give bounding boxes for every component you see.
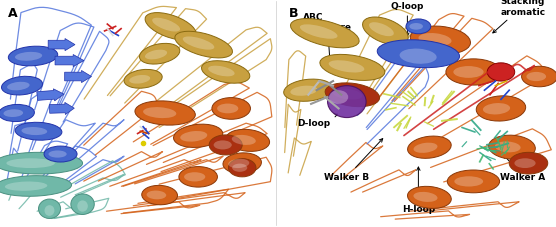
Text: D-loop: D-loop [297, 114, 337, 127]
Ellipse shape [226, 130, 270, 152]
Ellipse shape [214, 141, 232, 150]
Ellipse shape [15, 53, 42, 62]
Ellipse shape [142, 185, 177, 205]
FancyArrow shape [37, 89, 64, 101]
Ellipse shape [406, 20, 431, 35]
Ellipse shape [408, 136, 451, 159]
Ellipse shape [487, 64, 515, 82]
Ellipse shape [522, 67, 556, 87]
Ellipse shape [7, 82, 29, 91]
Ellipse shape [325, 84, 380, 107]
Ellipse shape [44, 205, 54, 216]
Text: A: A [8, 7, 18, 20]
Ellipse shape [183, 37, 214, 50]
Ellipse shape [0, 176, 72, 196]
Ellipse shape [489, 136, 535, 160]
Text: B: B [289, 7, 299, 20]
Ellipse shape [22, 128, 47, 136]
Ellipse shape [173, 125, 223, 148]
Ellipse shape [329, 91, 348, 104]
Ellipse shape [453, 67, 484, 79]
Text: H-loop: H-loop [402, 167, 435, 213]
Text: ABC
signature: ABC signature [303, 13, 352, 64]
Ellipse shape [483, 104, 510, 115]
Ellipse shape [327, 86, 366, 118]
Ellipse shape [320, 55, 385, 81]
Ellipse shape [6, 159, 55, 168]
Ellipse shape [300, 25, 337, 39]
Ellipse shape [8, 47, 58, 67]
Ellipse shape [212, 98, 250, 120]
Ellipse shape [363, 18, 408, 46]
Ellipse shape [184, 173, 205, 182]
Ellipse shape [290, 20, 359, 49]
Ellipse shape [145, 14, 196, 41]
Ellipse shape [290, 86, 317, 96]
Ellipse shape [400, 49, 436, 64]
Ellipse shape [180, 131, 207, 142]
Ellipse shape [509, 153, 548, 174]
Ellipse shape [229, 159, 256, 177]
Ellipse shape [135, 101, 195, 126]
Ellipse shape [514, 159, 535, 168]
Ellipse shape [0, 153, 83, 174]
Ellipse shape [476, 96, 525, 121]
Ellipse shape [409, 24, 423, 31]
Ellipse shape [408, 187, 451, 208]
Ellipse shape [145, 50, 167, 60]
Ellipse shape [0, 105, 34, 122]
Ellipse shape [3, 110, 23, 118]
Text: Stacking
aromatic: Stacking aromatic [493, 0, 545, 34]
Ellipse shape [175, 32, 232, 59]
Ellipse shape [329, 61, 364, 73]
Text: Walker B: Walker B [324, 139, 383, 182]
Ellipse shape [217, 104, 239, 114]
Text: Walker A: Walker A [500, 155, 545, 182]
FancyArrow shape [49, 103, 75, 115]
Ellipse shape [284, 80, 333, 102]
Ellipse shape [147, 191, 166, 200]
Ellipse shape [419, 34, 451, 47]
FancyArrow shape [64, 71, 92, 83]
Ellipse shape [208, 66, 235, 77]
Ellipse shape [143, 108, 176, 118]
Ellipse shape [332, 89, 363, 100]
Ellipse shape [15, 123, 62, 141]
Ellipse shape [223, 153, 261, 174]
Ellipse shape [454, 177, 483, 187]
Ellipse shape [38, 199, 61, 218]
Ellipse shape [232, 164, 247, 172]
Ellipse shape [77, 200, 88, 212]
Ellipse shape [447, 170, 500, 193]
Ellipse shape [377, 41, 460, 68]
Ellipse shape [124, 70, 162, 89]
Ellipse shape [369, 23, 394, 37]
Ellipse shape [232, 135, 256, 145]
Ellipse shape [48, 151, 67, 158]
Ellipse shape [446, 59, 501, 86]
FancyArrow shape [55, 55, 84, 67]
Ellipse shape [140, 44, 180, 65]
Ellipse shape [152, 19, 180, 32]
Ellipse shape [5, 182, 47, 191]
Ellipse shape [71, 194, 95, 215]
Ellipse shape [201, 62, 250, 84]
Ellipse shape [2, 77, 42, 96]
Ellipse shape [179, 167, 217, 187]
FancyArrow shape [48, 39, 75, 52]
Ellipse shape [44, 146, 77, 162]
Ellipse shape [410, 27, 470, 55]
Ellipse shape [495, 142, 520, 153]
Ellipse shape [414, 143, 438, 153]
Ellipse shape [129, 76, 150, 84]
Ellipse shape [527, 73, 546, 82]
Ellipse shape [228, 159, 249, 168]
Ellipse shape [414, 192, 438, 202]
Ellipse shape [209, 135, 242, 155]
Text: Q-loop: Q-loop [391, 2, 424, 37]
